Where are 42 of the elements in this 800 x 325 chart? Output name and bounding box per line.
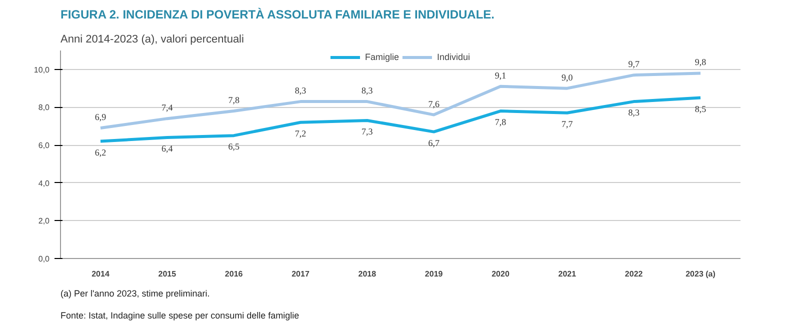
data-label: 6,9: [94, 112, 107, 122]
data-label: 7,2: [294, 128, 306, 138]
chart-subtitle: Anni 2014-2023 (a), valori percentuali: [60, 34, 244, 46]
data-label: 7,4: [162, 102, 174, 113]
source-note: Fonte: Istat, Indagine sulle spese per consumi delle famiglie: [60, 310, 300, 320]
x-tick-label: 2017: [292, 270, 310, 278]
chart-title: FIGURA 2. INCIDENZA DI POVERTÀ ASSOLUTA FAMILIARE E INDIVIDUALE.: [60, 8, 495, 22]
x-tick-label: 2020: [492, 270, 510, 278]
data-label: 7,8: [494, 117, 507, 128]
data-label: 7,3: [362, 126, 374, 136]
y-tick-label: 8,0: [38, 103, 50, 112]
data-label: 9,0: [562, 72, 574, 82]
data-label: 9,8: [694, 57, 707, 68]
x-tick-label: 2016: [224, 270, 244, 278]
data-label: 9,7: [628, 59, 640, 70]
y-tick-label: 0,0: [38, 254, 50, 264]
data-label: 6,4: [162, 143, 174, 154]
text: (a) Per l'anno 2023, stime preliminari.: [60, 288, 210, 298]
y-tick-label: 6,0: [38, 141, 50, 150]
legend-label: Famiglie: [364, 52, 399, 62]
data-label: 6,5: [228, 142, 240, 152]
data-label: 9,1: [494, 70, 506, 80]
data-label: 8,3: [294, 86, 307, 96]
x-tick-label: 2023 (a): [686, 270, 716, 278]
data-label: 7,8: [228, 95, 240, 106]
y-tick-label: 10,0: [34, 65, 50, 74]
x-tick-label: 2021: [558, 270, 577, 278]
data-label: 6,7: [428, 138, 440, 148]
x-tick-label: 2015: [158, 270, 177, 278]
legend-label: Individui: [436, 52, 470, 62]
x-tick-label: 2018: [358, 270, 377, 278]
x-tick-label: 2019: [424, 270, 444, 278]
x-tick-label: 2022: [624, 270, 644, 278]
data-label: 8,5: [694, 104, 707, 114]
y-tick-label: 2,0: [38, 216, 50, 226]
data-label: 6,2: [94, 147, 106, 158]
y-tick-label: 4,0: [38, 178, 50, 188]
x-tick-label: 2014: [92, 270, 110, 278]
data-label: 7,7: [562, 118, 574, 129]
data-label: 8,3: [628, 108, 640, 118]
data-label: 8,3: [362, 86, 374, 96]
data-label: 7,6: [428, 98, 440, 109]
